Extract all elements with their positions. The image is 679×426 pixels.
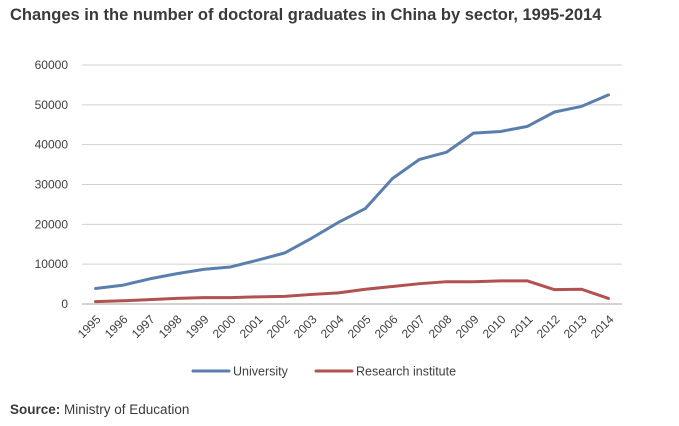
x-tick-label: 2001: [237, 312, 266, 341]
x-tick-label: 2008: [426, 312, 455, 341]
source-label: Source:: [10, 402, 61, 417]
x-tick-label: 1997: [129, 312, 158, 341]
x-tick-label: 2009: [453, 312, 482, 341]
x-tick-label: 2013: [561, 312, 590, 341]
x-tick-label: 2014: [588, 312, 617, 341]
legend-label: University: [233, 365, 289, 379]
x-tick-label: 1996: [102, 312, 131, 341]
x-tick-label: 2003: [291, 312, 320, 341]
y-tick-label: 50000: [35, 98, 69, 112]
x-tick-label: 2004: [318, 312, 347, 341]
x-tick-label: 1995: [75, 312, 104, 341]
x-tick-label: 2010: [480, 312, 509, 341]
x-tick-label: 2012: [534, 312, 563, 341]
series-line: [94, 93, 610, 290]
y-tick-label: 10000: [35, 257, 69, 271]
y-tick-label: 60000: [35, 58, 69, 72]
legend: University Research institute: [191, 365, 456, 379]
series-line: [94, 279, 610, 304]
y-tick-label: 40000: [35, 138, 69, 152]
y-tick-label: 30000: [35, 178, 69, 192]
x-tick-label: 2000: [210, 312, 239, 341]
x-tick-label: 2011: [507, 312, 535, 340]
y-tick-label: 0: [61, 297, 68, 311]
x-tick-label: 2002: [264, 312, 293, 341]
y-tick-label: 20000: [35, 217, 69, 231]
x-tick-label: 1998: [156, 312, 185, 341]
legend-label: Research institute: [356, 365, 456, 379]
source-text: Ministry of Education: [64, 402, 190, 417]
line-chart: 0 10000 20000 30000 40000 50000 60000 19951996…: [35, 58, 622, 379]
x-axis-ticks: 1995199619971998199920002001200220032004…: [75, 312, 617, 341]
x-tick-label: 2005: [345, 312, 374, 341]
x-tick-label: 1999: [183, 312, 212, 341]
x-tick-label: 2006: [372, 312, 401, 341]
x-tick-label: 2007: [399, 312, 428, 341]
y-axis-ticks: 0 10000 20000 30000 40000 50000 60000: [35, 58, 69, 311]
series-lines: [94, 93, 610, 304]
gridlines: [82, 64, 622, 305]
source-note: Source: Ministry of Education: [10, 402, 189, 417]
chart-title: Changes in the number of doctoral gradua…: [10, 6, 602, 24]
